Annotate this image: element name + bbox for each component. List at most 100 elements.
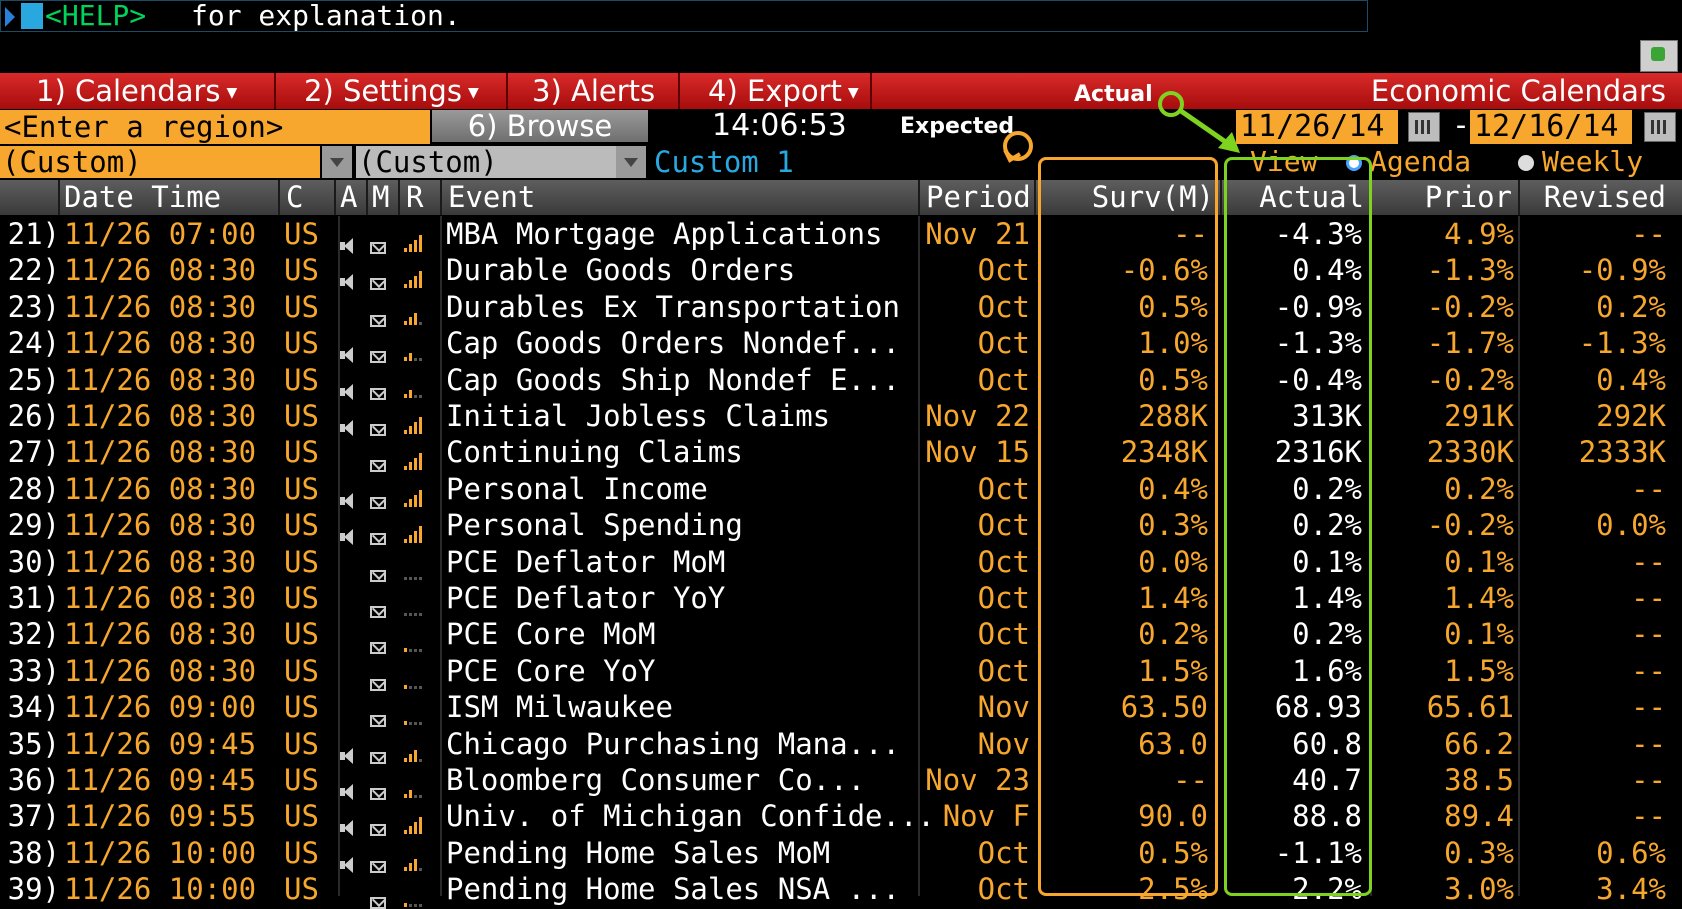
table-row[interactable]: 33) 11/26 08:30 US PCE Core YoY Oct 1.5% 1.6% 1…	[0, 653, 1682, 691]
row-event[interactable]: MBA Mortgage Applications	[446, 217, 883, 251]
row-event[interactable]: Durable Goods Orders	[446, 253, 796, 288]
header-relevance[interactable]: R	[400, 180, 442, 215]
custom-view-name[interactable]: Custom 1	[654, 145, 794, 179]
menu-alerts[interactable]: 3) Alerts	[508, 73, 680, 109]
speaker-icon[interactable]	[340, 252, 366, 291]
launchpad-icon[interactable]	[1640, 40, 1678, 72]
table-row[interactable]: 36) 11/26 09:45 US Bloomberg Consumer Co...…	[0, 762, 1682, 800]
region-input[interactable]: <Enter a region>	[0, 110, 430, 144]
radio-weekly[interactable]	[1518, 155, 1534, 171]
table-row[interactable]: 24) 11/26 08:30 US Cap Goods Orders Nondef.…	[0, 325, 1682, 364]
envelope-icon[interactable]	[370, 325, 396, 364]
alert-cell[interactable]	[340, 580, 366, 616]
header-prior[interactable]: Prior	[1372, 180, 1520, 215]
table-row[interactable]: 23) 11/26 08:30 US Durables Ex Transportati…	[0, 289, 1682, 327]
radio-agenda[interactable]	[1346, 155, 1362, 171]
envelope-icon[interactable]	[370, 471, 396, 509]
header-actual[interactable]: Actual	[1222, 180, 1372, 215]
alert-cell[interactable]	[340, 871, 366, 907]
speaker-icon[interactable]	[340, 726, 366, 764]
table-row[interactable]: 34) 11/26 09:00 US ISM Milwaukee Nov 63.50 68.…	[0, 689, 1682, 728]
calendar-icon[interactable]	[1408, 112, 1440, 142]
row-event[interactable]: PCE Deflator YoY	[446, 581, 726, 615]
row-event[interactable]: Bloomberg Consumer Co...	[446, 763, 866, 797]
menu-calendars[interactable]: 1) Calendars ▼	[0, 73, 276, 109]
table-row[interactable]: 30) 11/26 08:30 US PCE Deflator MoM Oct 0.0% 0…	[0, 544, 1682, 582]
speaker-icon[interactable]	[340, 471, 366, 509]
row-event[interactable]: PCE Core YoY	[446, 653, 656, 688]
filter-dropdown-1[interactable]: (Custom)	[0, 146, 320, 178]
envelope-icon[interactable]	[370, 726, 396, 764]
envelope-icon[interactable]	[370, 580, 396, 618]
row-event[interactable]: ISM Milwaukee	[446, 690, 673, 725]
envelope-icon[interactable]	[370, 434, 396, 473]
table-row[interactable]: 27) 11/26 08:30 US Continuing Claims Nov 15 2…	[0, 434, 1682, 473]
row-event[interactable]: PCE Core MoM	[446, 617, 656, 652]
header-period[interactable]: Period	[920, 180, 1036, 215]
filter-dropdown-2[interactable]: (Custom)	[356, 146, 616, 178]
alert-cell[interactable]	[340, 653, 366, 689]
row-event[interactable]: PCE Deflator MoM	[446, 544, 726, 579]
row-event[interactable]: Pending Home Sales NSA ...	[446, 872, 900, 907]
envelope-icon[interactable]	[370, 616, 396, 655]
help-key[interactable]: <HELP>	[45, 0, 147, 32]
row-event[interactable]: Cap Goods Ship Nondef E...	[446, 362, 900, 397]
header-datetime[interactable]: Date Time	[60, 180, 280, 215]
table-row[interactable]: 38) 11/26 10:00 US Pending Home Sales MoM Oc…	[0, 835, 1682, 873]
speaker-icon[interactable]	[340, 798, 366, 837]
header-alert[interactable]: A	[336, 180, 368, 215]
alert-cell[interactable]	[340, 689, 366, 725]
table-row[interactable]: 32) 11/26 08:30 US PCE Core MoM Oct 0.2% 0.2% 0…	[0, 616, 1682, 655]
header-country[interactable]: C	[280, 180, 336, 215]
table-row[interactable]: 25) 11/26 08:30 US Cap Goods Ship Nondef E.…	[0, 362, 1682, 400]
row-event[interactable]: Univ. of Michigan Confide...	[446, 799, 935, 834]
alert-cell[interactable]	[340, 544, 366, 580]
table-row[interactable]: 35) 11/26 09:45 US Chicago Purchasing Mana.…	[0, 726, 1682, 764]
command-line[interactable]: <HELP> for explanation.	[0, 0, 1368, 32]
table-row[interactable]: 21) 11/26 07:00 US MBA Mortgage Application…	[0, 216, 1682, 254]
header-memo[interactable]: M	[368, 180, 400, 215]
header-event[interactable]: Event	[442, 180, 920, 215]
table-row[interactable]: 29) 11/26 08:30 US Personal Spending Oct 0.3%…	[0, 507, 1682, 546]
date-from-field[interactable]: 11/26/14	[1236, 110, 1398, 144]
table-row[interactable]: 37) 11/26 09:55 US Univ. of Michigan Confid…	[0, 798, 1682, 837]
speaker-icon[interactable]	[340, 507, 366, 546]
envelope-icon[interactable]	[370, 289, 396, 327]
menu-settings[interactable]: 2) Settings ▼	[276, 73, 508, 109]
row-event[interactable]: Durables Ex Transportation	[446, 289, 900, 324]
browse-button[interactable]: 6) Browse	[432, 110, 648, 142]
speaker-icon[interactable]	[340, 762, 366, 800]
speaker-icon[interactable]	[340, 216, 366, 254]
header-revised[interactable]: Revised	[1543, 180, 1666, 214]
menu-export[interactable]: 4) Export ▼	[680, 73, 872, 109]
speaker-icon[interactable]	[340, 325, 366, 364]
table-row[interactable]: 31) 11/26 08:30 US PCE Deflator YoY Oct 1.4% 1…	[0, 580, 1682, 618]
envelope-icon[interactable]	[370, 835, 396, 873]
calendar-icon[interactable]	[1644, 112, 1676, 142]
envelope-icon[interactable]	[370, 362, 396, 400]
alert-cell[interactable]	[340, 289, 366, 325]
envelope-icon[interactable]	[370, 216, 396, 254]
alert-cell[interactable]	[340, 616, 366, 652]
row-event[interactable]: Pending Home Sales MoM	[446, 835, 831, 870]
envelope-icon[interactable]	[370, 653, 396, 691]
row-event[interactable]: Initial Jobless Claims	[446, 399, 831, 433]
row-event[interactable]: Personal Income	[446, 471, 708, 506]
row-event[interactable]: Continuing Claims	[446, 435, 743, 470]
table-row[interactable]: 22) 11/26 08:30 US Durable Goods Orders Oct -…	[0, 252, 1682, 291]
envelope-icon[interactable]	[370, 762, 396, 800]
alert-cell[interactable]	[340, 434, 366, 470]
speaker-icon[interactable]	[340, 835, 366, 873]
table-row[interactable]: 39) 11/26 10:00 US Pending Home Sales NSA .…	[0, 871, 1682, 909]
row-event[interactable]: Personal Spending	[446, 508, 743, 543]
envelope-icon[interactable]	[370, 871, 396, 909]
speaker-icon[interactable]	[340, 362, 366, 400]
speaker-icon[interactable]	[340, 398, 366, 436]
envelope-icon[interactable]	[370, 689, 396, 728]
chevron-down-icon[interactable]	[616, 146, 646, 178]
envelope-icon[interactable]	[370, 398, 396, 436]
table-row[interactable]: 28) 11/26 08:30 US Personal Income Oct 0.4% 0.…	[0, 471, 1682, 509]
envelope-icon[interactable]	[370, 798, 396, 837]
envelope-icon[interactable]	[370, 507, 396, 546]
envelope-icon[interactable]	[370, 544, 396, 582]
